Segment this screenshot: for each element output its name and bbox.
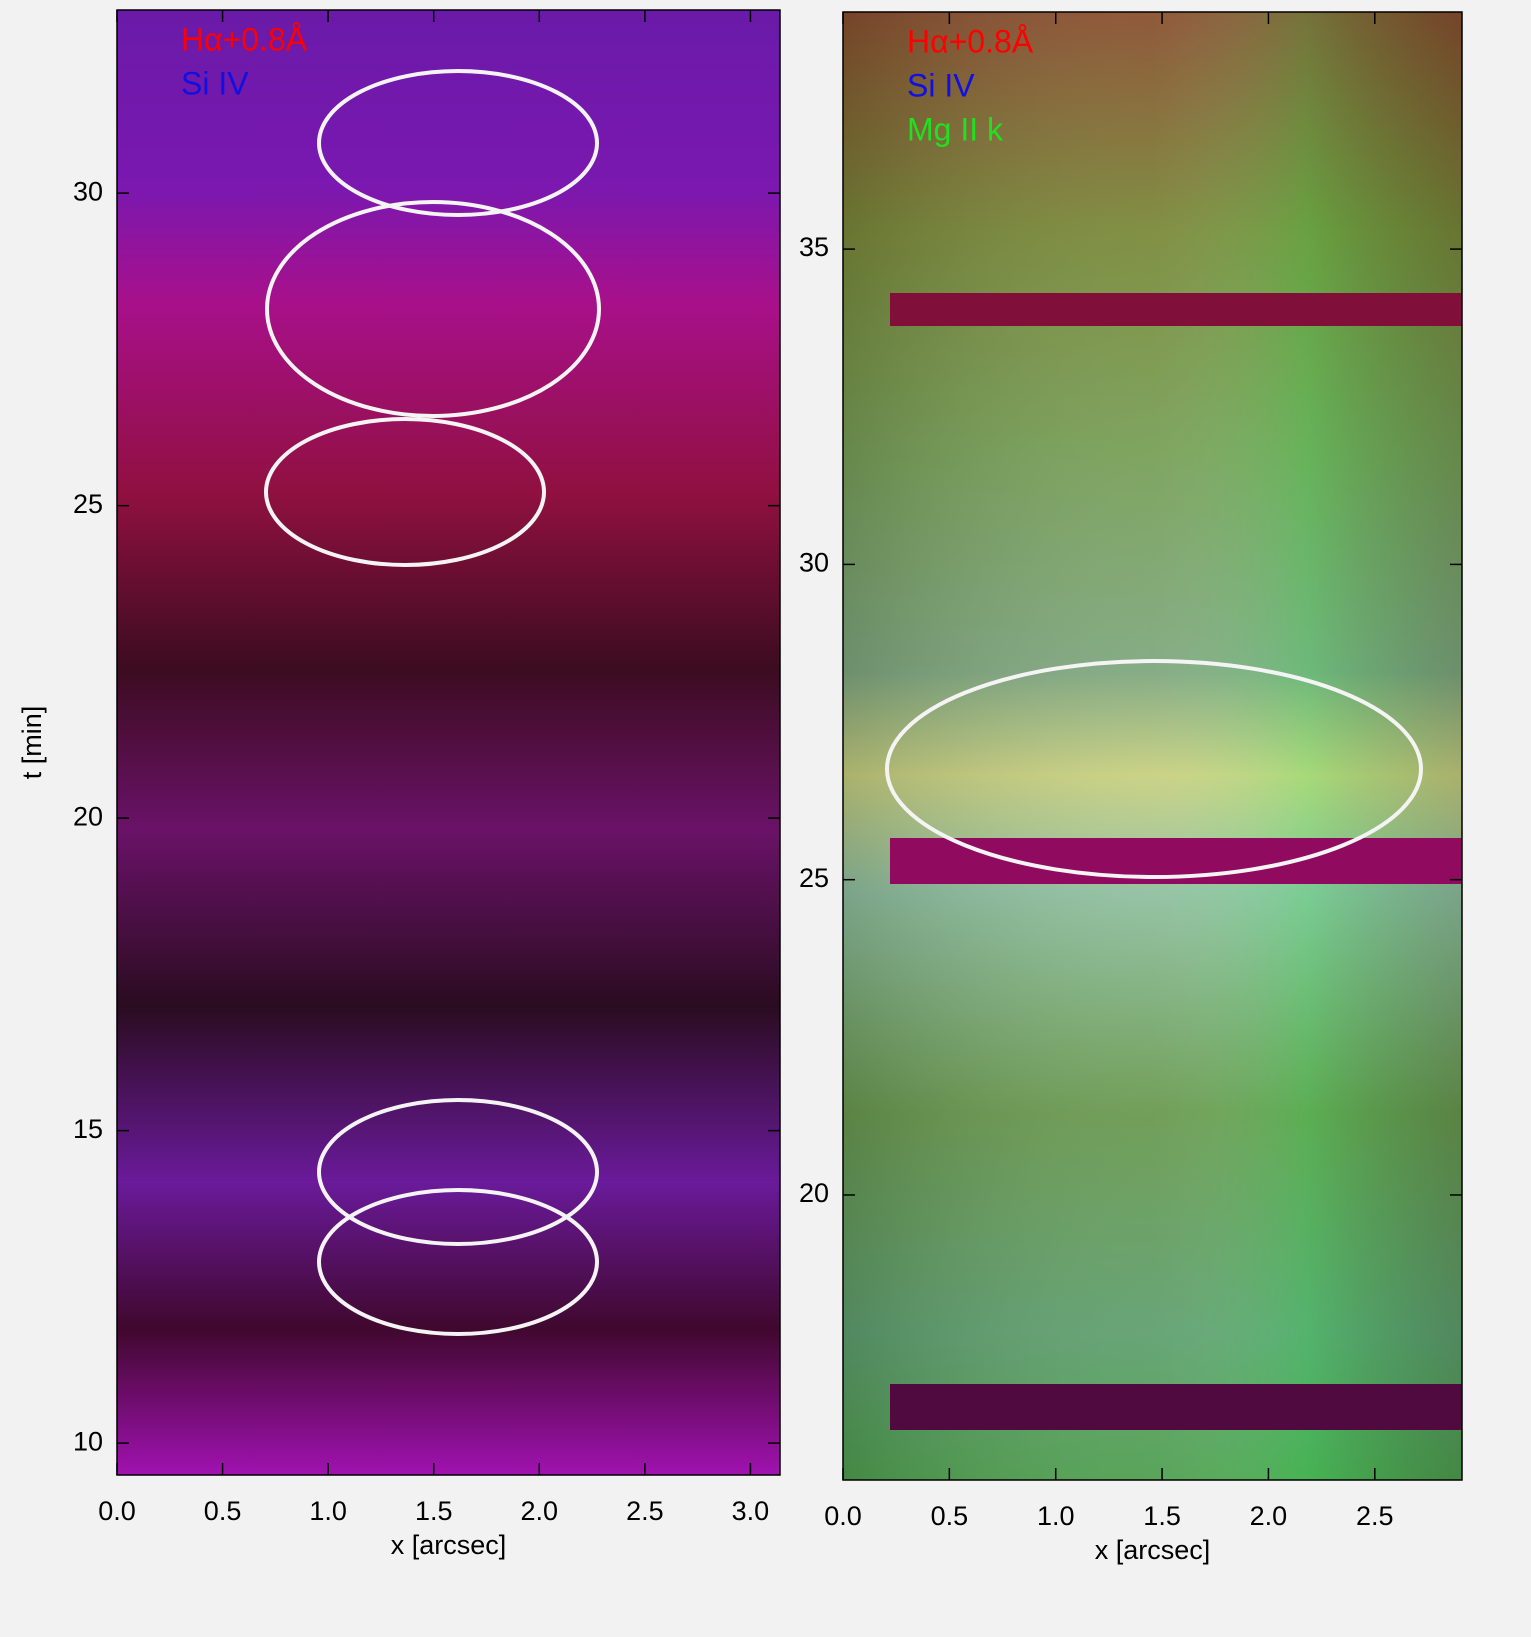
- y-tick-label: 20: [73, 801, 103, 831]
- y-tick-label: 25: [73, 489, 103, 519]
- y-tick-label: 15: [73, 1114, 103, 1144]
- x-tick-label: 0.0: [824, 1501, 862, 1531]
- x-tick-label: 0.5: [204, 1496, 242, 1526]
- x-tick-label: 2.5: [626, 1496, 664, 1526]
- legend-entry: Hα+0.8Å: [907, 23, 1034, 59]
- x-tick-label: 1.0: [1037, 1501, 1075, 1531]
- x-axis-label: x [arcsec]: [1095, 1535, 1211, 1565]
- y-tick-label: 25: [799, 863, 829, 893]
- y-tick-label: 30: [799, 548, 829, 578]
- x-tick-label: 0.0: [98, 1496, 136, 1526]
- y-tick-label: 10: [73, 1426, 103, 1456]
- legend-entry: Mg II k: [907, 111, 1004, 147]
- x-tick-label: 1.5: [1143, 1501, 1181, 1531]
- legend-entry: Si IV: [907, 67, 975, 103]
- x-tick-label: 3.0: [732, 1496, 770, 1526]
- y-tick-label: 20: [799, 1178, 829, 1208]
- plot-frame: [116, 9, 781, 1476]
- y-axis-label: t [min]: [17, 706, 47, 780]
- x-tick-label: 2.0: [521, 1496, 559, 1526]
- plot-frame: [842, 11, 1463, 1481]
- y-tick-label: 30: [73, 176, 103, 206]
- x-tick-label: 1.5: [415, 1496, 453, 1526]
- image-left: [117, 10, 780, 1475]
- x-tick-label: 1.0: [309, 1496, 347, 1526]
- y-tick-label: 35: [799, 232, 829, 262]
- x-axis-label: x [arcsec]: [391, 1530, 507, 1560]
- image-right: [843, 12, 1462, 1480]
- x-tick-label: 0.5: [931, 1501, 969, 1531]
- legend-entry: Hα+0.8Å: [181, 21, 308, 57]
- legend-entry: Si IV: [181, 65, 249, 101]
- x-tick-label: 2.5: [1356, 1501, 1394, 1531]
- x-tick-label: 2.0: [1250, 1501, 1288, 1531]
